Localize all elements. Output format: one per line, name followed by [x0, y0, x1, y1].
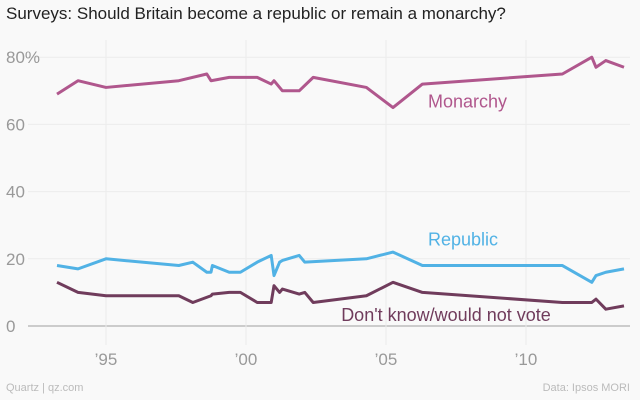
x-tick-label: ’00: [235, 350, 258, 369]
series-line-1: [56, 250, 625, 284]
y-tick-label: 40: [6, 183, 25, 202]
chart-title: Surveys: Should Britain become a republi…: [6, 4, 506, 23]
series-line-2: [56, 280, 625, 311]
series-label-2: Don't know/would not vote: [341, 305, 551, 325]
series-label-0: Monarchy: [428, 92, 507, 112]
y-tick-label: 80%: [6, 48, 40, 67]
y-tick-label: 0: [6, 317, 15, 336]
x-tick-label: ’10: [515, 350, 538, 369]
series-line-0: [56, 55, 625, 110]
x-tick-label: ’95: [95, 350, 118, 369]
y-tick-label: 60: [6, 115, 25, 134]
footer-source-left: Quartz | qz.com: [6, 382, 84, 394]
y-tick-label: 20: [6, 250, 25, 269]
x-tick-label: ’05: [375, 350, 398, 369]
footer-source-right: Data: Ipsos MORI: [542, 382, 630, 394]
series-label-1: Republic: [428, 229, 498, 249]
